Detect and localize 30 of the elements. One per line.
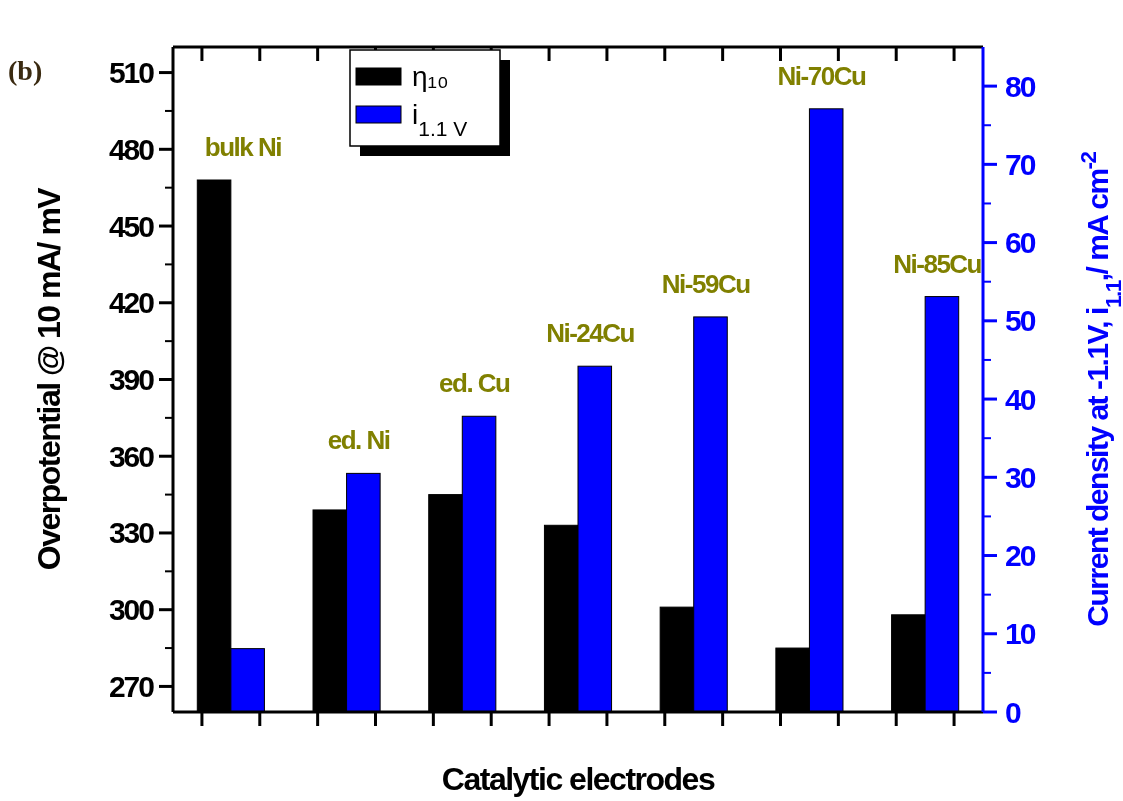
annotation: Ni-85Cu [893, 248, 982, 279]
annotation: bulk Ni [204, 132, 282, 162]
annotation: Ni-70Cu [777, 60, 866, 91]
y-tick-label: 270 [108, 669, 155, 703]
x-axis-title: Catalytic electrodes [441, 761, 715, 797]
y-tick-label: 510 [108, 56, 155, 90]
annotation: ed. Ni [327, 425, 390, 456]
y-tick-label: 360 [108, 439, 155, 473]
y-tick-label: 390 [108, 363, 155, 396]
legend-label: i$_{1.1 V}$ [412, 99, 468, 140]
text: (b) [8, 55, 43, 86]
annotation: ed. Cu [439, 368, 511, 399]
y2-tick-label: 30 [1005, 460, 1036, 494]
y-tick-label: 420 [108, 286, 155, 320]
y2-tick-label: 50 [1005, 304, 1036, 338]
y2-tick-label: 10 [1005, 617, 1036, 651]
y-tick-label: 480 [108, 132, 155, 166]
y2-tick-label: 70 [1005, 147, 1036, 181]
y2-tick-label: 80 [1005, 69, 1036, 103]
y2-tick-label: 20 [1005, 539, 1036, 573]
y-tick-label: 300 [108, 593, 155, 627]
y2-tick-label: 40 [1005, 382, 1036, 416]
legend-label: η₁₀ [412, 61, 449, 92]
annotation: Ni-59Cu [661, 268, 751, 299]
annotation: Ni-24Cu [546, 318, 635, 349]
y-tick-label: 330 [108, 516, 155, 550]
y-tick-label: 450 [108, 209, 155, 243]
y2-tick-label: 0 [1005, 695, 1021, 729]
y2-tick-label: 60 [1005, 226, 1036, 260]
y-axis-title: Overpotential @ 10 mA/ mV [31, 186, 67, 571]
